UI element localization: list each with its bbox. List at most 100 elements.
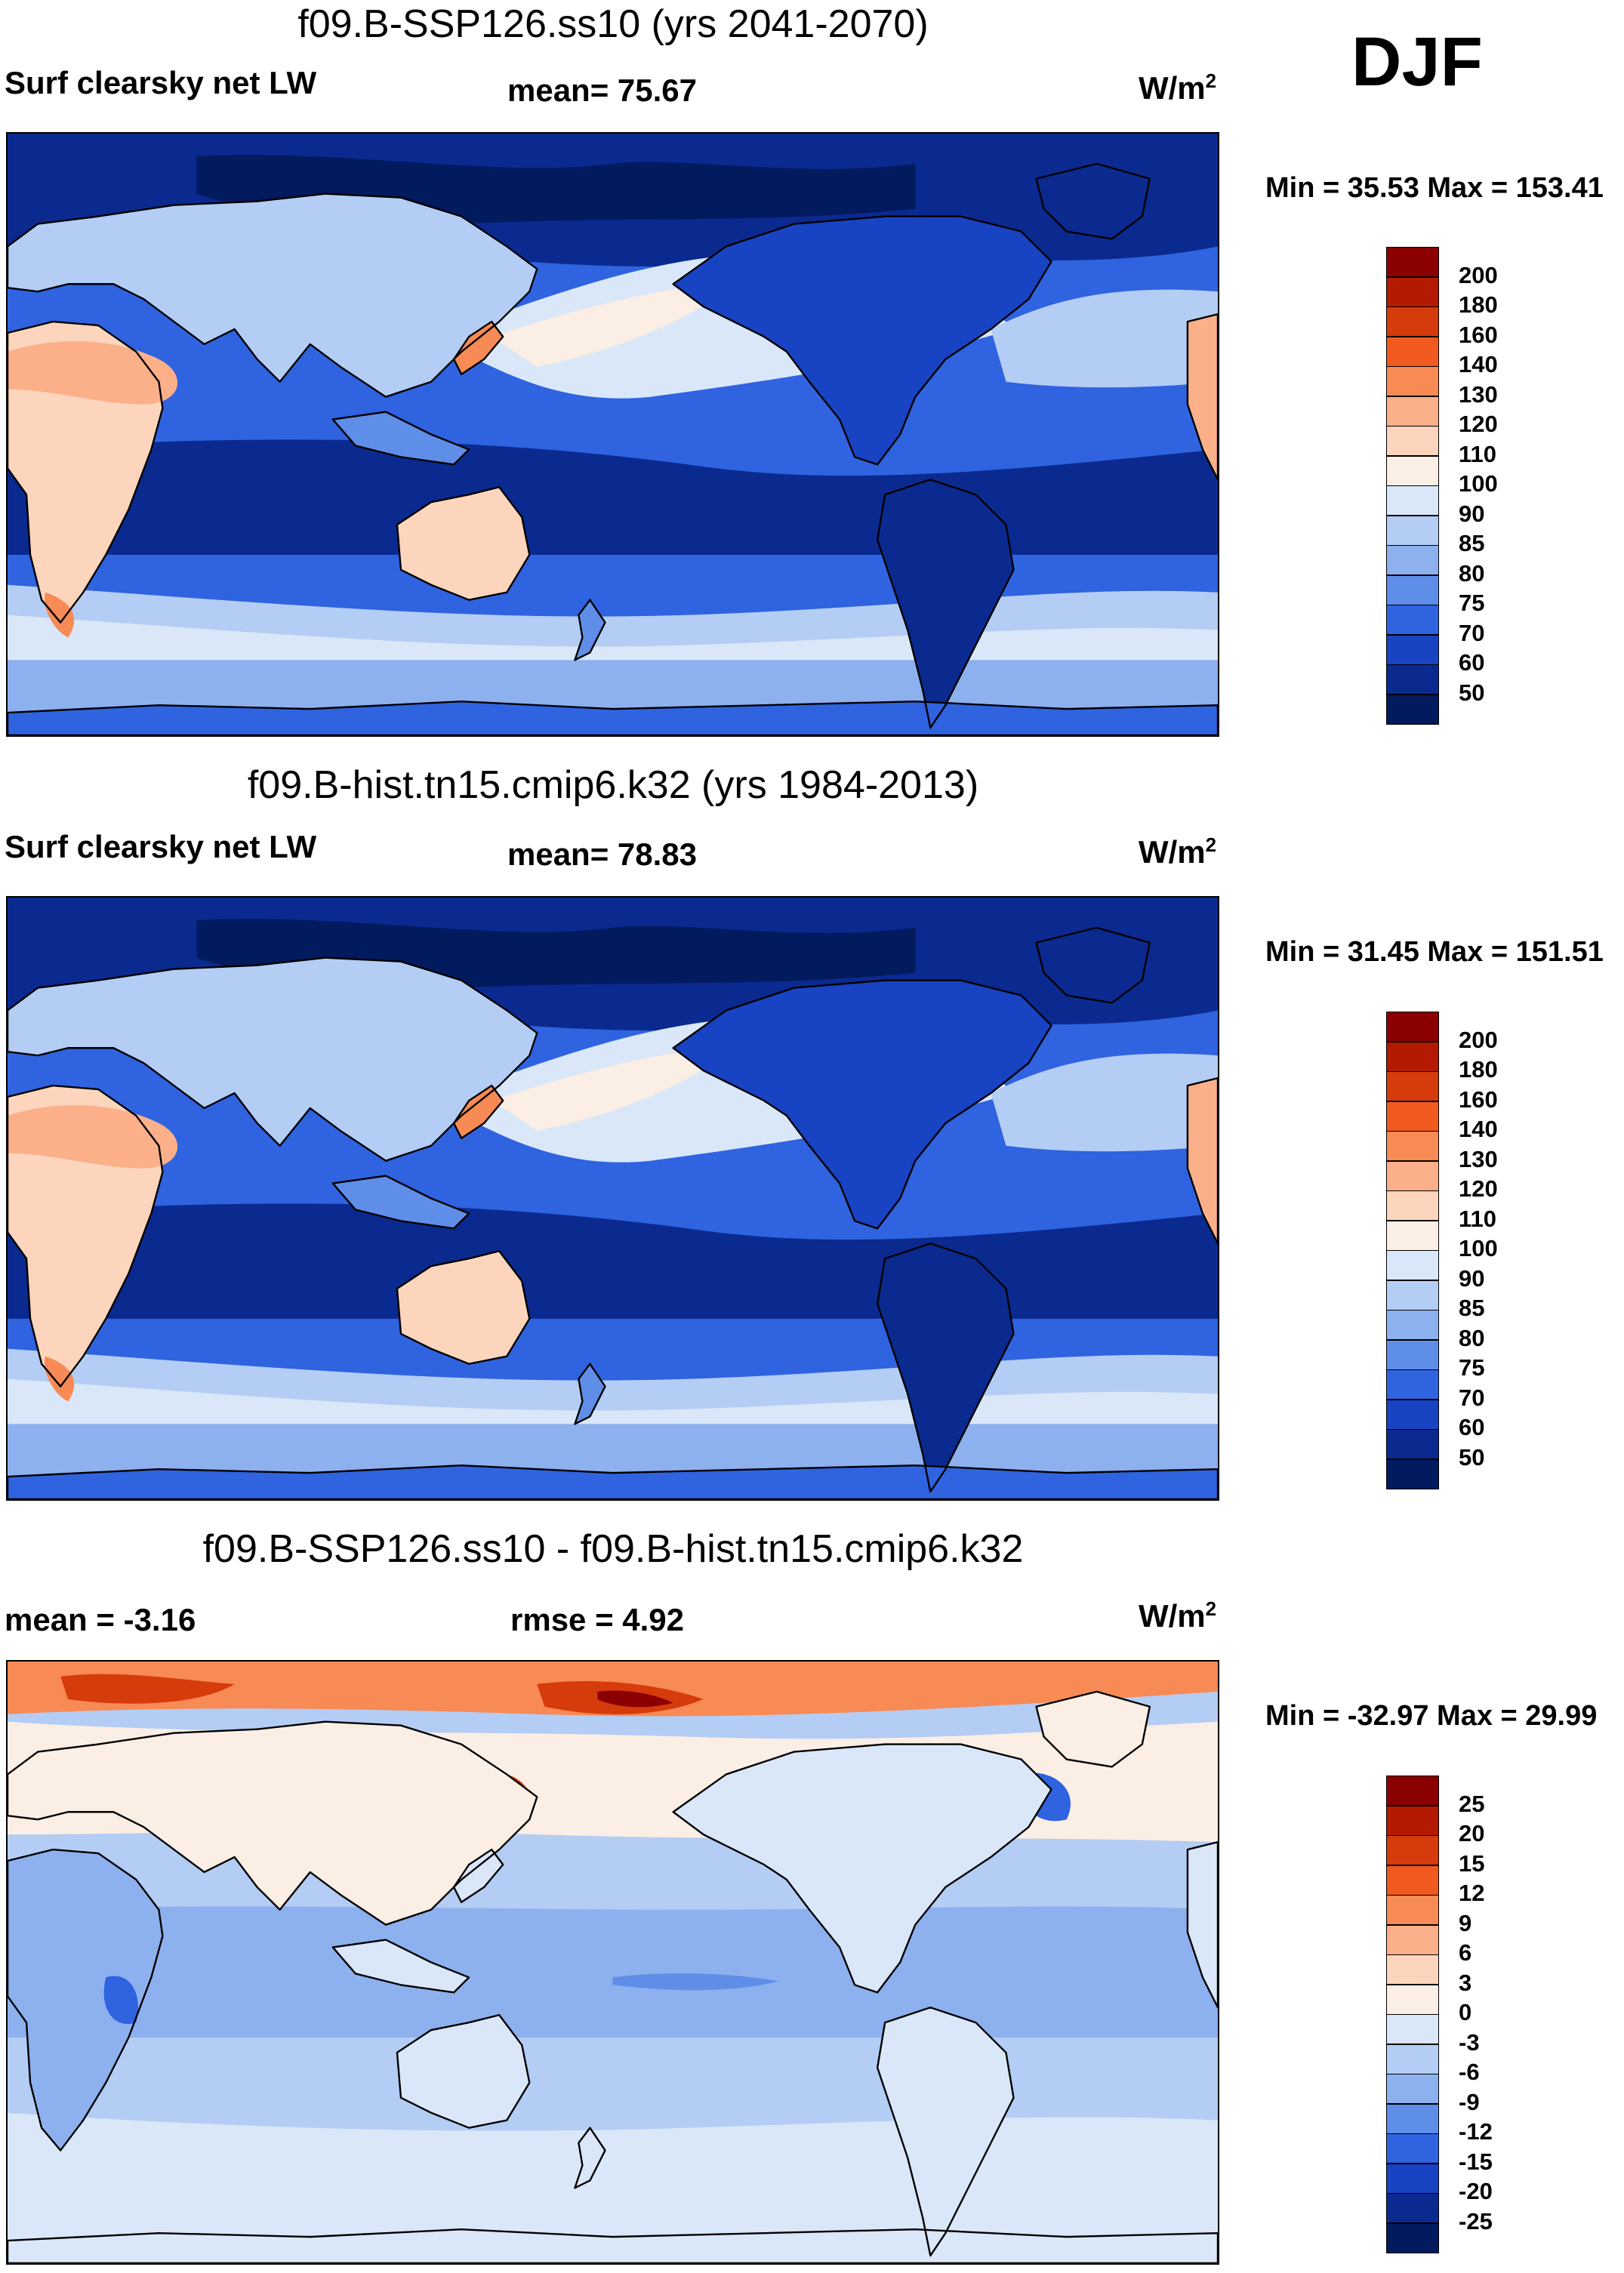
colorbar-tick-label: -6 (1459, 2059, 1480, 2085)
colorbar-tick-label: -20 (1459, 2178, 1493, 2204)
coastline (672, 979, 1052, 1230)
colorbar-swatch (1386, 1954, 1439, 1985)
coastline (396, 1250, 531, 1365)
panel-2-title: f09.B-hist.tn15.cmip6.k32 (yrs 1984-2013… (247, 763, 979, 807)
colorbar-tick-label: 90 (1459, 1264, 1485, 1292)
coastline (8, 320, 164, 624)
colorbar-swatch (1386, 455, 1439, 486)
panel-3-map (6, 1660, 1219, 2265)
colorbar-swatch (1386, 1250, 1439, 1280)
panel-3-minmax: Min = -32.97 Max = 29.99 (1265, 1700, 1598, 1732)
panel-3-rmse-label: rmse = 4.92 (510, 1602, 685, 1637)
colorbar-tick-label: 85 (1459, 530, 1485, 556)
coastline (8, 1464, 1218, 1499)
colorbar-swatch (1386, 247, 1439, 277)
coastline (8, 1720, 538, 1926)
colorbar-swatch (1386, 2133, 1439, 2164)
colorbar-tick-label: 110 (1459, 440, 1497, 467)
colorbar-tick-label: -9 (1459, 2088, 1480, 2115)
colorbar-swatch (1386, 426, 1439, 456)
colorbar-swatch (1386, 694, 1439, 725)
colorbar-swatch (1386, 2163, 1439, 2194)
panel-1-units: W/m2 (1139, 69, 1217, 106)
coastline (331, 1939, 470, 1994)
colorbar-tick-label: 6 (1459, 1939, 1472, 1966)
colorbar-swatch (1386, 366, 1439, 396)
colorbar-tick-label: 50 (1459, 679, 1485, 706)
colorbar-tick-label: 160 (1459, 1086, 1498, 1113)
colorbar-tick-label: 130 (1459, 380, 1498, 408)
coastline (672, 215, 1052, 466)
colorbar-swatch (1386, 306, 1439, 337)
panel-1-mean-label: mean= 75.67 (507, 72, 698, 108)
colorbar-tick-label: -25 (1459, 2207, 1493, 2235)
panel-1-variable-label: Surf clearsky net LW (5, 65, 317, 100)
colorbar-tick-label: 110 (1459, 1205, 1497, 1232)
colorbar-swatch (1386, 2103, 1439, 2134)
colorbar-tick-label: 180 (1459, 291, 1498, 318)
colorbar-swatch (1386, 1280, 1439, 1311)
coastline (396, 2014, 531, 2129)
coastline (331, 1175, 470, 1230)
colorbar-swatch (1386, 515, 1439, 546)
colorbar-swatch (1386, 1399, 1439, 1430)
colorbar-swatch (1386, 1805, 1439, 1836)
coastline (452, 1848, 504, 1903)
colorbar-swatch (1386, 2193, 1439, 2223)
coastline (574, 2127, 606, 2189)
coastline (8, 700, 1218, 735)
panel-1-map (6, 132, 1219, 737)
colorbar-tick-label: 120 (1459, 411, 1498, 437)
colorbar-tick-label: 3 (1459, 1969, 1472, 1996)
contour-map (8, 1662, 1218, 2263)
colorbar-swatch (1386, 2044, 1439, 2074)
panel-2-units: W/m2 (1139, 833, 1217, 870)
colorbar-swatch (1386, 634, 1439, 665)
coastline (1035, 926, 1151, 1004)
panel-2-mean-label: mean= 78.83 (507, 836, 698, 872)
panel-1-minmax: Min = 35.53 Max = 153.41 (1265, 172, 1604, 204)
colorbar-tick-label: 100 (1459, 470, 1498, 497)
panel-2-map (6, 896, 1219, 1501)
colorbar-tick-label: 180 (1459, 1056, 1498, 1083)
coastline (452, 1084, 504, 1139)
colorbar-swatch (1386, 1101, 1439, 1132)
colorbar-swatch (1386, 1776, 1439, 1806)
colorbar-swatch (1386, 1220, 1439, 1251)
colorbar-tick-label: 20 (1459, 1820, 1485, 1846)
coastline (8, 2228, 1218, 2263)
colorbar-tick-label: 140 (1459, 1116, 1498, 1142)
colorbar-swatch (1386, 2074, 1439, 2104)
colorbar-tick-label: 120 (1459, 1175, 1498, 1202)
coastline (1186, 1076, 1218, 1245)
colorbar-swatch (1386, 1835, 1439, 1865)
contour-map (8, 134, 1218, 735)
colorbar-swatch (1386, 1071, 1439, 1101)
colorbar-swatch (1386, 1924, 1439, 1955)
colorbar-swatch (1386, 1865, 1439, 1896)
colorbar-tick-label: 75 (1459, 1354, 1485, 1381)
colorbar-swatch (1386, 545, 1439, 575)
coastline (1186, 1840, 1218, 2009)
panel-3-units: W/m2 (1139, 1597, 1217, 1634)
colorbar-swatch (1386, 1041, 1439, 1072)
coastline (452, 320, 504, 375)
season-label: DJF (1351, 23, 1483, 100)
colorbar-swatch (1386, 1369, 1439, 1400)
colorbar-tick-label: 90 (1459, 500, 1485, 527)
colorbar-tick-label: 85 (1459, 1295, 1485, 1321)
colorbar-tick-label: 25 (1459, 1790, 1485, 1817)
colorbar-tick-label: 60 (1459, 649, 1485, 676)
colorbar-tick-label: 50 (1459, 1443, 1485, 1471)
coastline (876, 479, 1015, 729)
colorbar-swatch (1386, 396, 1439, 427)
colorbar-swatch (1386, 1190, 1439, 1221)
colorbar-swatch (1386, 1895, 1439, 1925)
colorbar-tick-label: -15 (1459, 2148, 1493, 2175)
colorbar-tick-label: 0 (1459, 1999, 1472, 2025)
colorbar-swatch (1386, 1012, 1439, 1042)
colorbar-tick-label: 70 (1459, 619, 1485, 646)
colorbar-tick-label: 15 (1459, 1850, 1485, 1877)
colorbar-swatch (1386, 1429, 1439, 1459)
colorbar-swatch (1386, 1458, 1439, 1489)
